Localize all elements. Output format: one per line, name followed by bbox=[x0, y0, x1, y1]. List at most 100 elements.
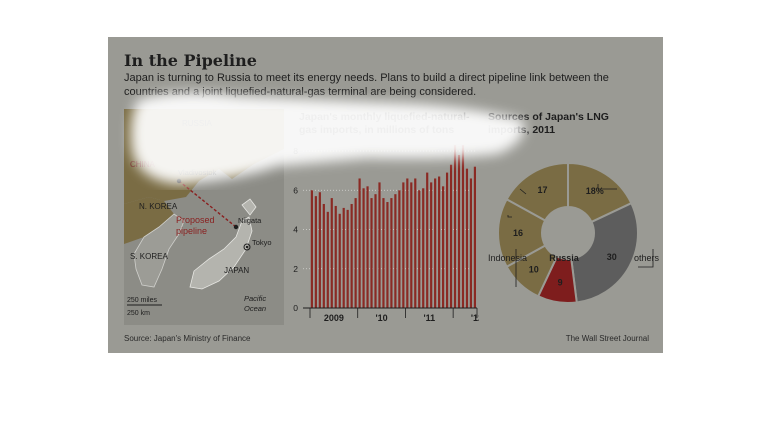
bar bbox=[434, 178, 437, 308]
bar-chart-title: Japan's monthly liquefied-natural- gas i… bbox=[299, 111, 479, 137]
intro-text: Japan is turning to Russia to meet its e… bbox=[124, 72, 609, 98]
bar bbox=[366, 186, 369, 308]
bar bbox=[473, 166, 477, 308]
bar-chart-title-line2: gas imports, in millions of tons bbox=[299, 124, 455, 136]
bar bbox=[406, 178, 409, 308]
bar bbox=[318, 192, 321, 308]
bar bbox=[370, 198, 373, 308]
bar bbox=[410, 182, 413, 308]
bar bbox=[465, 168, 469, 308]
lng-sources-pie-chart: 18%309101617MalaysiaothersRussiaIndonesi… bbox=[488, 161, 660, 304]
pie-leader-line bbox=[519, 188, 527, 195]
scale-label-km: 250 km bbox=[127, 310, 150, 317]
y-tick-label: 0 bbox=[293, 303, 298, 313]
pie-legend-label-russia: Russia bbox=[549, 253, 580, 263]
map-hokkaido-region bbox=[241, 198, 257, 216]
x-tick-label: '12 bbox=[471, 313, 479, 323]
y-tick-label: 4 bbox=[293, 225, 298, 235]
bar bbox=[338, 213, 341, 308]
bar bbox=[358, 178, 361, 308]
y-tick-label: 6 bbox=[293, 185, 298, 195]
pie-legend-label-others: others bbox=[634, 253, 660, 263]
bar bbox=[374, 194, 377, 308]
bar bbox=[402, 182, 405, 308]
label-pipeline-line2: pipeline bbox=[176, 226, 207, 236]
bar bbox=[322, 203, 325, 308]
x-tick-label: 2009 bbox=[324, 313, 344, 323]
pie-value-label: 17 bbox=[538, 185, 548, 195]
bar bbox=[362, 188, 365, 308]
y-tick-label: 8 bbox=[293, 146, 298, 156]
bar bbox=[457, 154, 461, 308]
bar bbox=[350, 203, 353, 308]
label-japan: JAPAN bbox=[224, 266, 249, 275]
bar bbox=[449, 164, 453, 308]
bar bbox=[398, 190, 401, 308]
pie-chart-title-line1: Sources of Japan's LNG bbox=[488, 111, 609, 123]
scale-label-miles: 250 miles bbox=[127, 297, 157, 304]
bar bbox=[326, 211, 329, 308]
bar bbox=[426, 172, 429, 308]
bar bbox=[330, 198, 333, 308]
bar bbox=[354, 198, 357, 308]
vladivostok-marker bbox=[176, 178, 182, 184]
label-niigata: Niigata bbox=[238, 216, 262, 225]
map-korea-region bbox=[133, 213, 185, 288]
map-japan-region bbox=[189, 216, 253, 290]
pie-value-label: 30 bbox=[607, 252, 617, 262]
bar bbox=[382, 198, 385, 308]
pie-value-label: 16 bbox=[513, 228, 523, 238]
bar bbox=[469, 178, 473, 308]
pie-leader-line bbox=[638, 249, 654, 268]
pie-legend-label-indonesia: Indonesia bbox=[488, 253, 527, 263]
label-tokyo: Tokyo bbox=[252, 238, 272, 247]
pie-leader-line bbox=[597, 184, 617, 190]
bar bbox=[418, 190, 421, 308]
label-russia: RUSSIA bbox=[182, 119, 212, 128]
credit-note: The Wall Street Journal bbox=[565, 334, 649, 343]
pie-chart-title: Sources of Japan's LNG imports, 2011 bbox=[488, 111, 658, 137]
y-tick-label: 2 bbox=[293, 264, 298, 274]
source-note: Source: Japan's Ministry of Finance bbox=[124, 334, 251, 343]
bar bbox=[438, 176, 441, 308]
pie-value-label: 9 bbox=[558, 277, 563, 287]
x-tick-label: '11 bbox=[423, 313, 435, 323]
page-title: In the Pipeline bbox=[124, 51, 257, 70]
map-china-region bbox=[124, 197, 174, 244]
lng-imports-bar-chart: 0 2 4 6 8 2009 '10 '11 '12 bbox=[293, 145, 479, 323]
label-ocean-line1: Pacific bbox=[244, 294, 266, 303]
pie-slice-others bbox=[570, 201, 639, 304]
tokyo-marker-center bbox=[245, 245, 249, 249]
pie-value-label: 10 bbox=[529, 264, 539, 274]
label-china: CHINA bbox=[130, 160, 156, 169]
bar bbox=[461, 145, 465, 308]
pipeline-route bbox=[178, 180, 237, 228]
label-ocean-line2: Ocean bbox=[244, 304, 266, 313]
infographic-panel: In the Pipeline Japan is turning to Russ… bbox=[108, 37, 663, 353]
bar bbox=[390, 198, 393, 308]
bar bbox=[422, 188, 425, 308]
bar bbox=[342, 207, 345, 308]
bar bbox=[445, 172, 449, 308]
pie-leader-line bbox=[507, 215, 512, 218]
bar bbox=[386, 202, 389, 308]
bar bbox=[346, 209, 349, 308]
label-n-korea: N. KOREA bbox=[139, 202, 178, 211]
label-vladivostok: Vladivostok bbox=[178, 168, 217, 177]
pie-chart-title-line2: imports, 2011 bbox=[488, 124, 556, 136]
bar bbox=[334, 205, 337, 308]
label-s-korea: S. KOREA bbox=[130, 252, 168, 261]
pie-value-label: 18% bbox=[586, 186, 604, 196]
bar bbox=[414, 178, 417, 308]
bar bbox=[314, 196, 317, 308]
bar bbox=[453, 145, 457, 308]
bar bbox=[378, 182, 381, 308]
bar bbox=[394, 194, 397, 308]
label-pipeline-line1: Proposed bbox=[176, 215, 215, 225]
niigata-marker bbox=[233, 224, 239, 230]
bar bbox=[430, 182, 433, 308]
bar bbox=[442, 186, 445, 308]
bar bbox=[310, 190, 313, 308]
tokyo-marker bbox=[243, 243, 251, 251]
pie-slice-malaysia bbox=[567, 161, 633, 224]
